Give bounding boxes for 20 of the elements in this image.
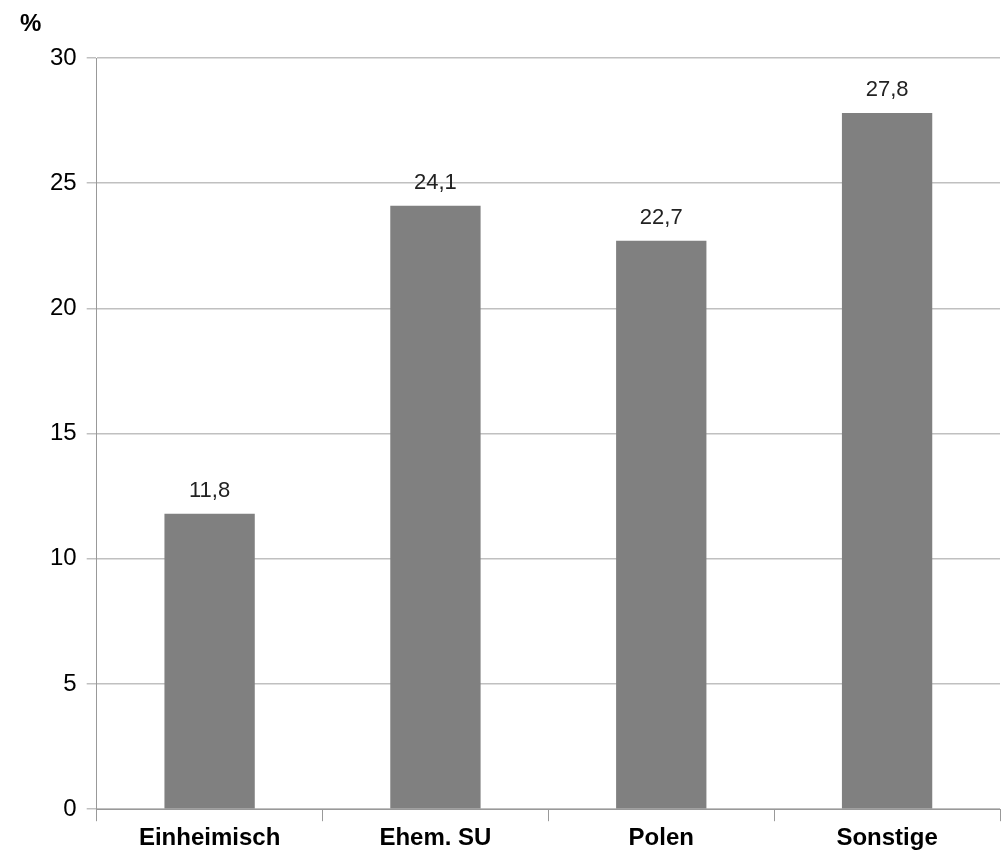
- y-axis-title: %: [20, 8, 42, 36]
- y-tick-label: 20: [49, 293, 77, 321]
- data-label: 11,8: [189, 476, 231, 502]
- bar: [164, 513, 255, 809]
- bar: [616, 240, 707, 809]
- y-tick-label: 5: [63, 668, 77, 696]
- bar: [841, 113, 933, 809]
- y-tick-label: 25: [49, 167, 77, 195]
- y-tick-label: 15: [49, 418, 77, 446]
- x-tick-label: Sonstige: [836, 823, 938, 851]
- y-tick-label: 0: [63, 793, 77, 821]
- x-tick-label: Polen: [628, 823, 694, 851]
- x-tick-label: Ehem. SU: [379, 823, 492, 851]
- x-tick-label: Einheimisch: [138, 823, 281, 851]
- data-label: 27,8: [865, 76, 909, 102]
- bar: [390, 205, 481, 809]
- data-label: 22,7: [639, 203, 683, 229]
- data-label: 24,1: [414, 168, 457, 194]
- y-tick-label: 10: [49, 543, 77, 571]
- y-tick-label: 30: [49, 42, 77, 70]
